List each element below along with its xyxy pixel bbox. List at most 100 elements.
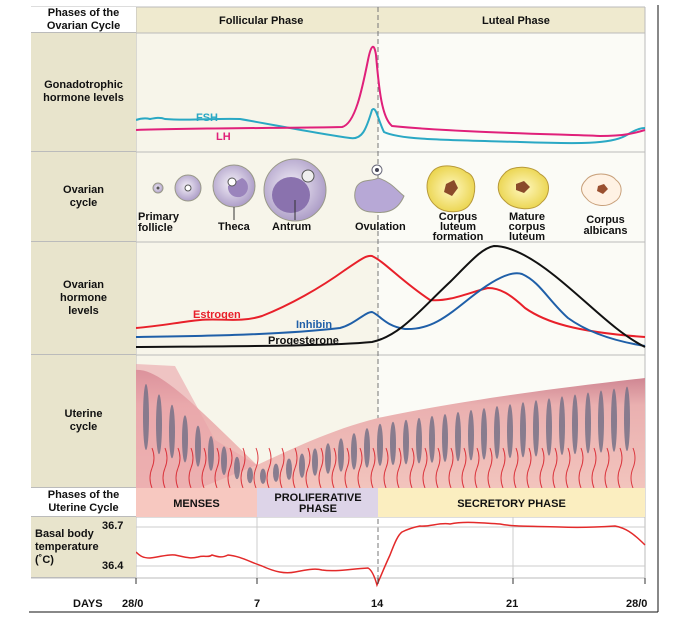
spiral-artery	[487, 447, 493, 489]
spiral-artery	[344, 447, 350, 489]
bbt-gridlines	[136, 517, 645, 578]
ovarian-hormone-row-label: Ovarian hormone levels	[31, 242, 136, 355]
spiral-artery	[578, 447, 584, 489]
spiral-artery	[409, 447, 415, 489]
mature-corpus-luteum-label: Mature corpus luteum	[508, 211, 546, 243]
ruptured-follicle	[354, 177, 405, 213]
spiral-artery	[149, 447, 155, 489]
day-tick-14: 14	[371, 598, 384, 610]
spiral-artery	[396, 447, 402, 489]
luteal-phase-label: Luteal Phase	[482, 15, 550, 27]
uterine-row-label: Uterine cycle	[31, 355, 136, 488]
proliferative-label: PROLIFERATIVE PHASE	[274, 492, 362, 515]
spiral-artery	[318, 447, 324, 489]
spiral-artery	[383, 447, 389, 489]
uterine-gland	[234, 456, 240, 480]
spiral-artery	[162, 447, 168, 489]
spiral-artery	[552, 447, 558, 489]
uterine-gland	[468, 410, 474, 461]
inhibin-curve	[135, 272, 646, 347]
uterine-gland	[442, 413, 448, 462]
spiral-artery	[227, 447, 233, 489]
spiral-artery	[630, 447, 636, 489]
spiral-artery	[253, 447, 259, 489]
antrum-label: Antrum	[272, 221, 312, 233]
spiral-artery	[188, 447, 194, 489]
uterine-lining-illustration	[136, 364, 645, 489]
spiral-artery	[279, 447, 285, 489]
axis-ticks	[135, 578, 646, 584]
progesterone-label: Progesterone	[268, 335, 339, 347]
uterine-gland	[325, 443, 331, 474]
theca-label: Theca	[218, 221, 250, 233]
spiral-artery	[370, 447, 376, 489]
spiral-artery	[214, 447, 220, 489]
uterine-gland	[156, 394, 162, 455]
uterine-gland	[520, 402, 526, 458]
uterine-gland	[585, 392, 591, 454]
estrogen-curve	[135, 254, 646, 338]
ovarian-follicle-illustrations	[152, 158, 622, 222]
spiral-artery	[292, 447, 298, 489]
uterine-gland	[364, 428, 370, 468]
uterine-gland	[286, 458, 292, 480]
uterine-gland	[247, 467, 253, 484]
spiral-artery	[448, 447, 454, 489]
spiral-artery	[435, 447, 441, 489]
progesterone-curve	[135, 244, 646, 348]
menses-band	[136, 488, 257, 517]
spiral-artery	[175, 447, 181, 489]
estrogen-label: Estrogen	[193, 309, 241, 321]
bbt-low-tick: 36.4	[102, 560, 124, 572]
uterine-gland	[598, 390, 604, 453]
follicular-phase-label: Follicular Phase	[219, 15, 304, 27]
uterine-gland	[455, 412, 461, 462]
uterine-gland	[533, 400, 539, 457]
uterine-gland	[403, 419, 409, 465]
spiral-artery	[526, 447, 532, 489]
bbt-curve	[135, 521, 646, 588]
spiral-artery	[305, 447, 311, 489]
spiral-artery	[201, 447, 207, 489]
bbt-high-tick: 36.7	[102, 520, 124, 532]
uterine-gland	[312, 448, 318, 476]
spiral-artery	[604, 447, 610, 489]
uterine-gland	[624, 386, 630, 452]
spiral-artery	[591, 447, 597, 489]
gonadotrophic-row-label: Gonadotrophic hormone levels	[31, 33, 136, 152]
uterine-gland	[182, 415, 188, 463]
primary-follicle-label: Primary follicle	[138, 211, 179, 234]
uterine-gland	[195, 425, 201, 467]
day-tick-28: 28/0	[626, 598, 648, 610]
uterine-gland	[416, 417, 422, 464]
day-tick-21: 21	[506, 598, 519, 610]
uterine-gland	[546, 398, 552, 456]
uterine-gland	[260, 468, 266, 484]
fsh-curve	[135, 108, 646, 145]
ovarian-phase-row-label: Phases of the Ovarian Cycle	[31, 7, 136, 33]
spiral-artery	[357, 447, 363, 489]
uterine-gland	[169, 404, 175, 459]
ovarian-phase-header-band	[136, 7, 645, 33]
uterine-gland	[481, 408, 487, 460]
uterine-gland	[299, 453, 305, 478]
spiral-artery	[539, 447, 545, 489]
corpus-luteum-formation-label: Corpus luteum formation	[432, 211, 484, 243]
spiral-artery	[266, 447, 272, 489]
uterine-gland	[559, 396, 565, 455]
uterine-gland	[273, 463, 279, 482]
uterine-gland	[338, 438, 344, 472]
fsh-label: FSH	[196, 112, 218, 124]
lh-curve	[135, 45, 646, 138]
uterine-gland	[351, 433, 357, 470]
uterine-gland	[572, 394, 578, 455]
uterine-gland	[429, 415, 435, 463]
day-tick-0: 28/0	[122, 598, 144, 610]
spiral-artery	[422, 447, 428, 489]
uterine-gland	[143, 384, 149, 450]
secretory-band	[378, 488, 645, 517]
corpus-albicans-label: Corpus albicans	[583, 214, 628, 237]
ovulation-label: Ovulation	[355, 221, 406, 233]
